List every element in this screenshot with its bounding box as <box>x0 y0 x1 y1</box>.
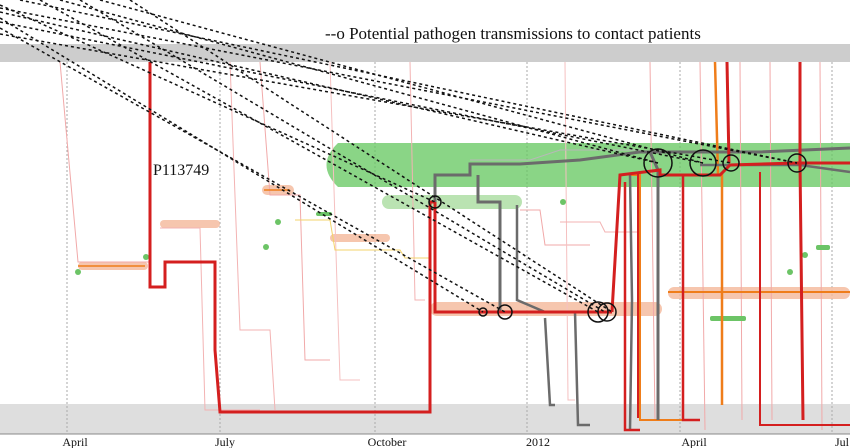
marker <box>710 316 746 321</box>
top-band <box>0 44 850 62</box>
x-tick-label: April <box>62 435 88 448</box>
trace <box>260 62 330 360</box>
trace <box>360 250 430 258</box>
orange-path <box>715 62 722 405</box>
index-path <box>800 62 803 420</box>
index-path <box>150 62 435 412</box>
trace <box>700 62 705 430</box>
legend-text: --o Potential pathogen transmissions to … <box>325 24 701 43</box>
trace <box>230 62 275 410</box>
marker <box>263 244 269 250</box>
trace <box>650 62 670 420</box>
trace <box>560 222 640 232</box>
bottom-band <box>0 404 850 434</box>
marker <box>143 254 149 260</box>
peach-segment <box>160 220 220 228</box>
orange-paths <box>78 62 850 420</box>
x-tick-labels: April July October 2012 April Jul <box>62 435 849 448</box>
trace <box>565 62 575 400</box>
x-tick-label: October <box>368 435 407 448</box>
marker <box>275 219 281 225</box>
x-tick-label: 2012 <box>526 435 550 448</box>
trace <box>740 62 742 420</box>
trace <box>520 210 590 245</box>
background-traces <box>60 62 822 430</box>
marker <box>802 252 808 258</box>
trace <box>770 62 772 420</box>
x-tick-label: April <box>681 435 707 448</box>
patient-label: P113749 <box>153 162 209 179</box>
marker <box>75 269 81 275</box>
contact-path <box>545 318 555 405</box>
x-tick-label: July <box>215 435 235 448</box>
trace <box>160 228 260 410</box>
marker <box>787 269 793 275</box>
marker <box>560 199 566 205</box>
trace <box>60 62 150 262</box>
peach-segment <box>430 302 662 316</box>
x-tick-label: Jul <box>835 435 850 448</box>
marker <box>816 245 830 250</box>
